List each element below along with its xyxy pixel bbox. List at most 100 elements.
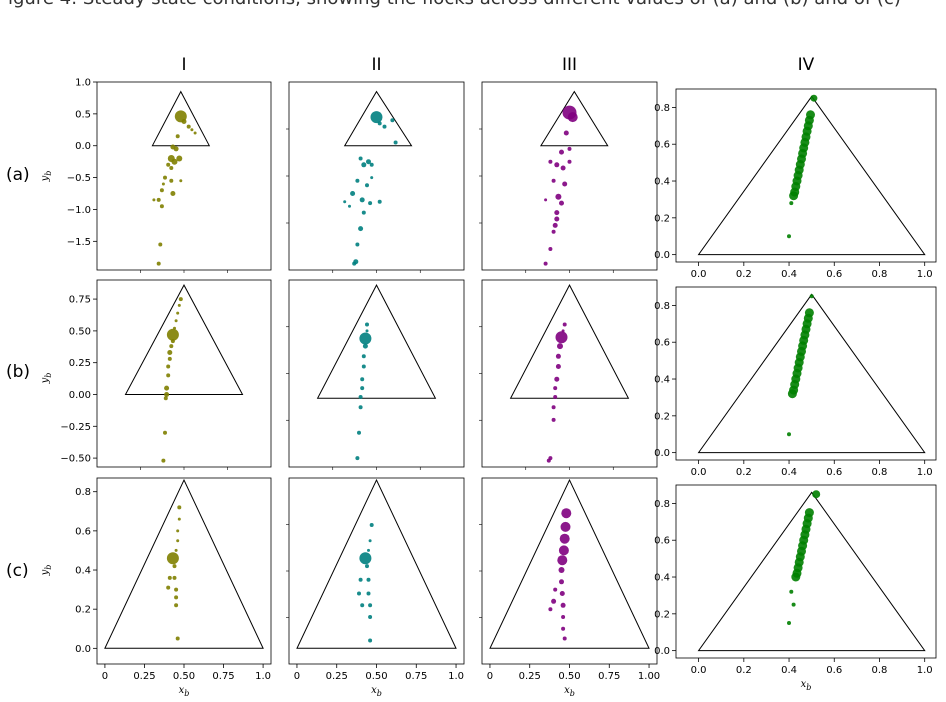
point-a-II-11 [359,197,365,203]
xtick-label-c-III-2: 0.50 [558,671,580,682]
point-c-III-14 [561,626,566,631]
point-a-III-12 [554,210,560,216]
xtick-label-c-III-1: 0.25 [519,671,541,682]
xtick-label-b-IV-1: 0.2 [736,467,752,478]
triangle-c-II [296,478,457,649]
xtick-label-c-II-0: 0 [294,671,300,682]
point-c-II-8 [368,615,373,619]
ytick-label-a-I-2: 0.0 [75,141,91,152]
point-b-III-4 [555,353,561,359]
xlabel-c-I: xb [179,685,190,698]
point-c-I-6 [172,564,177,569]
point-c-II-6 [366,591,371,596]
xtick-label-b-IV-3: 0.6 [826,467,842,478]
ytick-label-c-IV-1: 0.6 [654,536,670,547]
ytick-label-c-IV-2: 0.4 [654,573,670,584]
point-a-III-8 [562,181,568,187]
point-b-I-15 [163,430,167,435]
xtick-label-a-IV-1: 0.2 [736,269,752,280]
xtick-label-c-IV-4: 0.8 [872,665,888,676]
xtick-label-c-III-3: 0.75 [598,671,620,682]
point-b-III-7 [553,386,558,391]
xtick-label-c-II-4: 1.0 [448,671,464,682]
triangle-c-I [104,478,264,649]
panel-c-III: 0 0.25 0.50 0.75 1.00 [479,477,660,682]
point-a-II-1 [377,121,382,126]
xtick-label-a-IV-3: 0.6 [826,269,842,280]
point-a-II-2 [382,124,387,129]
point-b-I-3 [174,319,178,323]
point-a-I-18 [152,198,156,202]
panel-c-I: 0.8 0.6 0.4 0.2 0.0 0 0.25 0.50 0.75 1.0 [75,477,272,682]
point-a-II-21 [370,176,374,180]
point-a-I-16 [156,197,161,202]
point-b-I-16 [161,458,166,463]
point-c-II-9 [358,577,363,582]
point-c-I-0 [177,505,182,510]
ytick-label-c-IV-0: 0.8 [654,499,670,510]
point-a-I-5 [175,134,180,139]
point-b-III-5 [555,364,561,369]
point-c-III-7 [559,591,565,596]
xtick-label-c-I-4: 1.0 [255,671,271,682]
point-a-II-17 [355,242,360,247]
column-label-IV: IV [798,55,815,75]
panel-frame-a-IV [675,88,937,263]
point-c-II-0 [369,523,374,527]
row-label-c: (c) [6,561,29,581]
triangle-b-III [509,284,630,399]
point-a-I-10 [171,158,178,165]
point-c-IV-16 [787,621,791,625]
point-a-III-4 [567,146,572,151]
triangle-b-IV [697,293,926,454]
point-b-I-9 [167,356,172,361]
point-a-III-13 [554,216,560,222]
point-a-III-19 [548,159,553,164]
ytick-label-b-I-3: 0.00 [69,390,91,401]
ytick-label-a-IV-2: 0.4 [654,177,670,188]
point-b-I-8 [167,350,173,355]
ytick-label-a-IV-1: 0.6 [654,140,670,151]
point-a-I-17 [159,204,164,209]
xlabel-c-II: xb [371,685,382,698]
point-b-I-1 [177,303,181,307]
point-a-II-15 [361,210,366,215]
xtick-label-c-I-2: 0.50 [173,671,195,682]
point-b-III-6 [554,376,560,382]
ylabel-b-I: yb [40,373,53,385]
point-c-I-13 [175,636,180,641]
point-b-I-13 [164,392,170,397]
panel-frame-b-I [96,279,272,468]
point-c-III-5 [558,567,565,573]
ytick-label-b-IV-1: 0.6 [654,338,670,349]
point-a-II-4 [393,140,398,145]
point-b-III-3 [557,343,563,350]
point-b-III-8 [553,395,558,399]
panel-b-IV: 0.8 0.6 0.4 0.2 0.0 0.0 0.2 0.4 0.6 0.8 1.0 [654,286,937,478]
xlabel-c-III: xb [564,685,575,698]
point-c-I-12 [166,585,171,590]
point-c-III-4 [557,555,568,566]
point-a-II-22 [358,156,363,161]
row-label-b: (b) [6,362,30,382]
point-a-II-20 [348,204,351,208]
point-a-II-19 [352,261,357,266]
point-c-II-2 [367,548,370,552]
point-b-II-10 [357,430,361,435]
point-a-III-2 [563,130,569,136]
panel-a-I: 1.0 0.5 0.0 −0.5 −1.0 −1.5 [67,78,272,273]
triangle-c-IV [697,491,926,652]
ytick-label-c-I-3: 0.2 [75,605,91,616]
point-a-I-22 [169,166,174,170]
triangle-c-III [489,478,650,649]
point-a-I-19 [158,242,163,247]
point-b-II-1 [365,329,369,333]
point-b-II-7 [360,386,365,391]
xtick-label-c-I-1: 0.25 [133,671,155,682]
ytick-label-b-I-1: 0.50 [69,326,91,337]
point-a-I-1 [181,119,187,124]
point-b-I-11 [166,373,171,378]
point-b-IV-15 [787,389,797,399]
ytick-label-c-I-4: 0.0 [75,644,91,655]
column-label-I: I [181,55,186,75]
